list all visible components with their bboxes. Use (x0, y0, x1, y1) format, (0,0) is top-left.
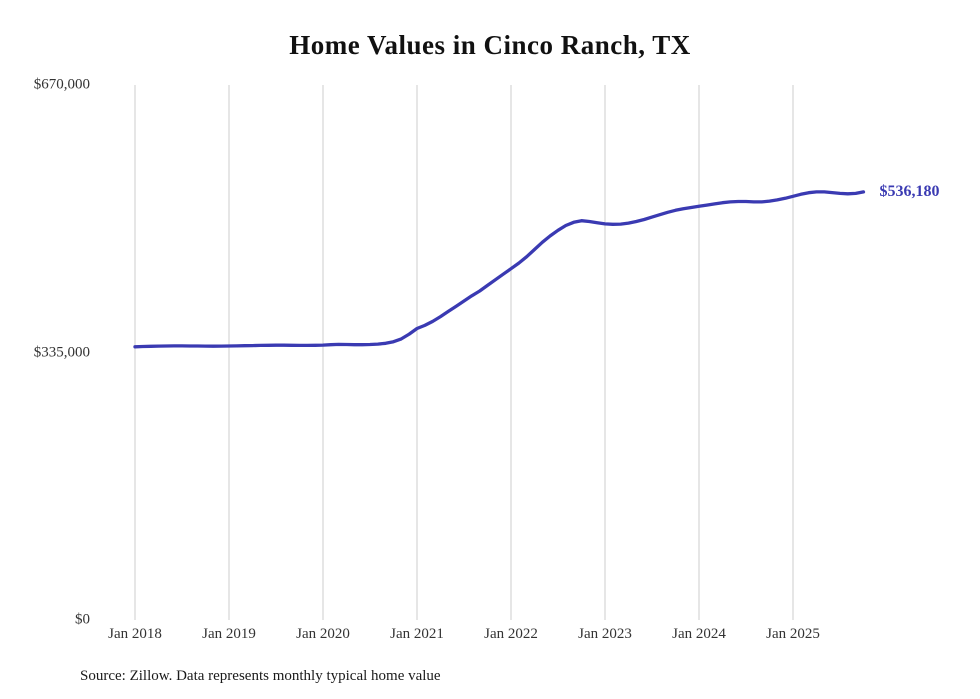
y-tick-label: $0 (75, 611, 90, 628)
x-tick-label: Jan 2022 (484, 626, 538, 642)
chart-title: Home Values in Cinco Ranch, TX (289, 30, 691, 60)
gridlines (134, 85, 794, 620)
series-line (133, 190, 866, 349)
x-tick-label: Jan 2025 (766, 626, 820, 642)
x-tick-label: Jan 2021 (390, 626, 444, 642)
x-tick-label: Jan 2024 (672, 626, 726, 642)
x-tick-label: Jan 2020 (296, 626, 350, 642)
y-tick-label: $335,000 (33, 344, 90, 360)
x-tick-label: Jan 2018 (108, 626, 162, 642)
source-note: Source: Zillow. Data represents monthly … (80, 668, 441, 684)
x-tick-label: Jan 2019 (202, 626, 256, 642)
home-value-series (133, 190, 866, 349)
x-tick-label: Jan 2023 (578, 626, 632, 642)
y-tick-label: $670,000 (33, 76, 90, 93)
end-value-label: $536,180 (879, 182, 940, 200)
